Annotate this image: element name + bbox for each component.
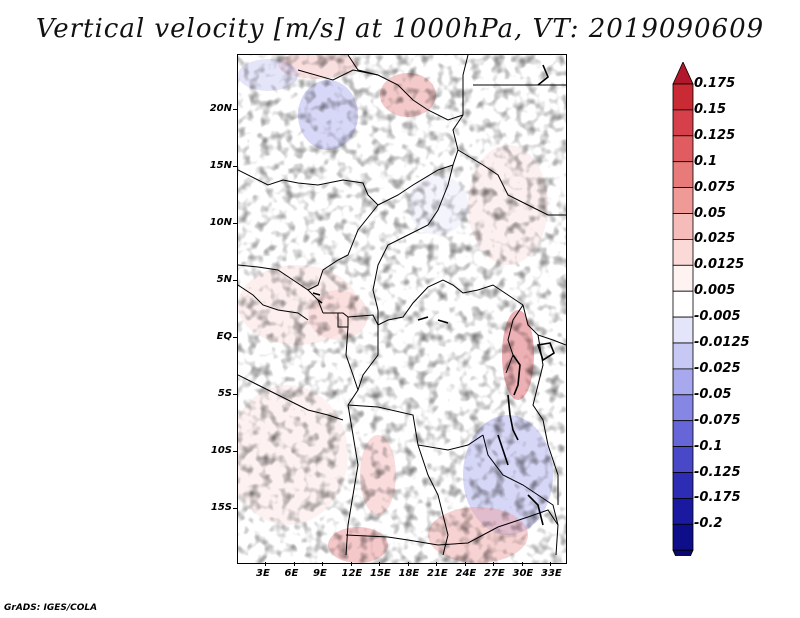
colorbar-label: -0.005 <box>694 309 741 325</box>
colorbar-box <box>672 446 694 473</box>
map-canvas <box>238 55 566 563</box>
colorbar-label: 0.025 <box>694 231 736 247</box>
colorbar-box <box>672 264 694 292</box>
lon-tick-label: 15E <box>370 568 391 579</box>
lat-tick-label: 5S <box>217 388 232 399</box>
colorbar-box <box>672 316 694 344</box>
lat-tick <box>233 394 238 395</box>
lon-tick <box>436 562 437 566</box>
colorbar-label: 0.1 <box>694 153 718 169</box>
colorbar <box>672 62 694 556</box>
lat-tick <box>233 451 238 452</box>
colorbar-bottom-arrow <box>672 549 694 556</box>
colorbar-box <box>672 238 694 266</box>
lat-tick-label: EQ <box>216 331 232 342</box>
colorbar-label: 0.0125 <box>694 257 745 273</box>
colorbar-box <box>672 83 694 111</box>
colorbar-top-arrow <box>672 62 694 85</box>
colorbar-box <box>672 420 694 448</box>
lon-tick-label: 30E <box>512 568 534 579</box>
colorbar-label: -0.125 <box>694 464 741 480</box>
lon-tick-label: 3E <box>256 568 270 579</box>
colorbar-box <box>672 523 694 551</box>
colorbar-box <box>672 161 694 188</box>
colorbar-label: -0.075 <box>694 412 741 428</box>
noise-overlay <box>238 55 566 563</box>
lon-tick <box>407 562 409 566</box>
lat-tick <box>233 337 238 338</box>
lon-tick <box>293 562 295 566</box>
lat-tick <box>233 223 238 224</box>
colorbar-box <box>672 187 694 214</box>
lon-tick-label: 27E <box>484 568 505 579</box>
colorbar-box <box>672 368 694 396</box>
lon-tick <box>379 562 380 566</box>
lat-tick <box>233 166 238 167</box>
lon-tick <box>350 562 352 566</box>
colorbar-box <box>672 342 694 370</box>
map-panel <box>237 54 567 564</box>
colorbar-label: 0.175 <box>694 76 736 91</box>
lon-tick <box>550 562 551 566</box>
grads-credit: GrADS: IGES/COLA <box>4 603 98 613</box>
lon-tick <box>322 562 323 566</box>
colorbar-label: -0.05 <box>694 386 732 402</box>
lakes <box>312 64 555 526</box>
lat-tick-label: 15S <box>210 502 232 513</box>
lon-tick <box>464 562 466 566</box>
lat-tick-label: 10S <box>210 445 232 456</box>
colorbar-box <box>672 213 694 240</box>
lon-tick <box>493 562 494 566</box>
lon-tick-label: 33E <box>541 568 562 579</box>
lon-tick-label: 18E <box>398 568 420 579</box>
lon-tick <box>521 562 523 566</box>
colorbar-label: -0.1 <box>694 438 723 454</box>
lon-tick-label: 12E <box>341 568 363 579</box>
country-borders <box>238 55 566 556</box>
colorbar-box <box>672 394 694 422</box>
colorbar-box <box>672 472 694 499</box>
colorbar-label: 0.005 <box>694 283 736 299</box>
lat-tick-label: 15N <box>209 160 232 171</box>
lat-tick-label: 10N <box>209 217 232 228</box>
lat-tick <box>233 508 238 509</box>
lon-tick-label: 24E <box>455 568 477 579</box>
colorbar-label: -0.175 <box>694 490 741 506</box>
lon-tick-label: 6E <box>284 568 299 579</box>
colorbar-label: 0.125 <box>694 127 736 143</box>
lat-tick <box>233 109 238 110</box>
colorbar-label: 0.05 <box>694 205 727 221</box>
colorbar-box <box>672 497 694 525</box>
colorbar-label: 0.15 <box>694 101 727 117</box>
colorbar-box <box>672 135 694 163</box>
lat-tick-label: 20N <box>209 103 232 114</box>
colorbar-box <box>672 290 694 318</box>
lon-tick-label: 9E <box>313 568 327 579</box>
lat-tick <box>233 280 238 281</box>
colorbar-label: 0.075 <box>694 179 736 195</box>
colorbar-box <box>672 109 694 137</box>
colorbar-label: -0.025 <box>694 360 741 376</box>
lon-tick-label: 21E <box>427 568 448 579</box>
colorbar-label: -0.2 <box>694 516 723 532</box>
lat-tick-label: 5N <box>216 274 232 285</box>
chart-title: Vertical velocity [m/s] at 1000hPa, VT: … <box>35 14 765 44</box>
lon-tick <box>265 562 266 566</box>
colorbar-label: -0.0125 <box>694 335 750 350</box>
